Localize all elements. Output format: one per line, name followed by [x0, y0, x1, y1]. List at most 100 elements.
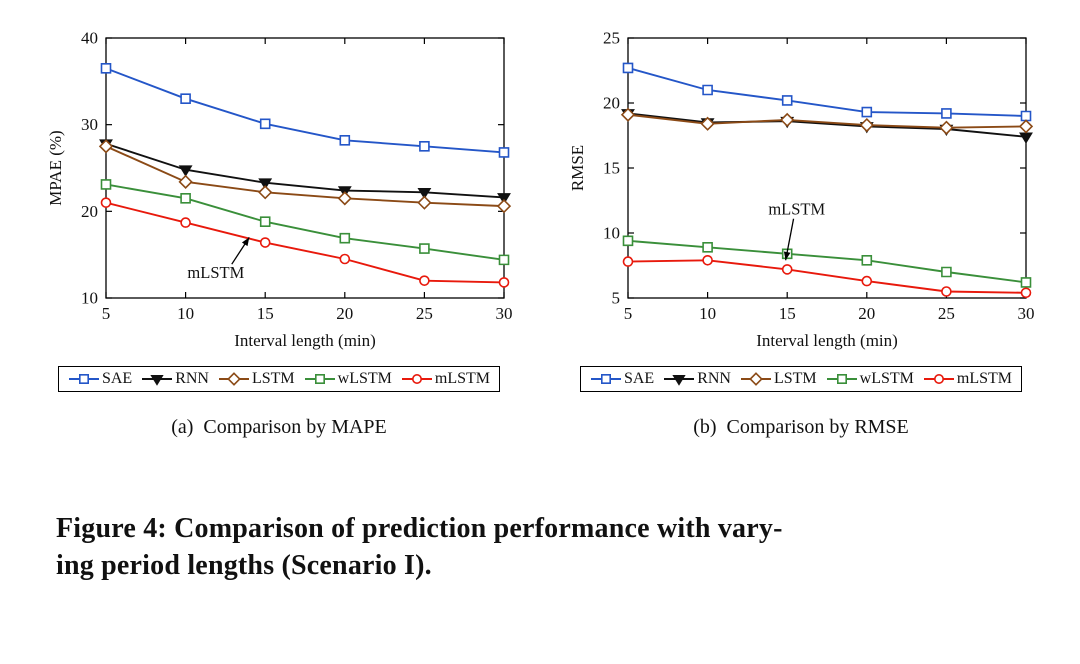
circle-marker: [1020, 287, 1032, 299]
square-marker: [1020, 277, 1032, 288]
x-tick-label: 15: [779, 304, 796, 323]
legend-label-mlstm: mLSTM: [434, 370, 491, 387]
legend-swatch-lstm: [218, 372, 249, 386]
circle-marker: [180, 217, 191, 228]
diamond-marker: [258, 185, 273, 200]
chart-svg: 5 10 15 20 25 30 5 10 15 20 25 Interval length (min…: [568, 29, 1035, 351]
y-tick-label: 20: [81, 202, 98, 221]
y-tick-label: 15: [603, 159, 620, 178]
y-tick-label: 5: [612, 289, 621, 308]
legend-swatch-rnn: [664, 375, 695, 386]
triangle-down-marker: [150, 375, 164, 386]
square-marker: [78, 373, 89, 384]
diamond-marker: [700, 116, 715, 131]
legend-entry-rnn: RNN: [663, 370, 731, 388]
legend-entry-sae: SAE: [68, 370, 132, 388]
x-tick-label: 5: [624, 304, 633, 323]
circle-marker: [702, 255, 713, 266]
square-marker: [600, 373, 611, 384]
x-tick-label: 5: [102, 304, 111, 323]
square-marker: [941, 266, 952, 278]
chart-rmse-legend: SAE RNN LSTM wLSTM mLSTM: [579, 366, 1023, 392]
triangle-down-marker: [417, 187, 432, 200]
diamond-marker: [1018, 119, 1034, 134]
figure-4: 5 10 15 20 25 30 10 20 30 40 Interval length (min)…: [0, 26, 1080, 581]
annotation-text: mLSTM: [187, 263, 244, 282]
legend-entry-wlstm: wLSTM: [304, 370, 392, 388]
circle-marker: [339, 253, 351, 265]
chart-rmse-plot: 5 10 15 20 25 30 5 10 15 20 25 Interval length (min…: [566, 26, 1036, 356]
square-marker: [941, 108, 952, 119]
circle-marker: [411, 374, 422, 384]
circle-marker: [419, 275, 430, 286]
diamond-marker: [749, 372, 763, 386]
diamond-marker: [620, 107, 636, 122]
x-tick-label: 10: [177, 304, 194, 323]
square-marker: [314, 373, 325, 384]
circle-marker: [781, 264, 793, 275]
y-tick-label: 10: [603, 224, 620, 243]
legend-label-sae: SAE: [623, 370, 655, 387]
square-marker: [702, 242, 713, 253]
chart-rmse-caption: (b) Comparison by RMSE: [693, 416, 909, 438]
square-marker: [259, 118, 271, 130]
diamond-marker: [98, 139, 114, 154]
square-marker: [498, 147, 510, 158]
series-line-wlstm: [105, 183, 505, 261]
y-tick-label: 10: [81, 289, 98, 308]
legend-swatch-mlstm: [923, 374, 954, 384]
x-tick-label: 30: [1018, 304, 1035, 323]
diamond-marker: [337, 191, 352, 206]
square-marker: [622, 235, 634, 247]
y-axis-label: MPAE (%): [46, 130, 65, 205]
legend-label-wlstm: wLSTM: [859, 370, 914, 387]
plot-border: [627, 37, 1027, 299]
square-marker: [180, 193, 191, 204]
circle-marker: [100, 197, 112, 208]
legend-swatch-mlstm: [401, 374, 432, 384]
legend-entry-rnn: RNN: [141, 370, 209, 388]
y-tick-label: 20: [603, 94, 620, 113]
series-line-mlstm: [105, 201, 505, 284]
circle-marker: [259, 237, 271, 248]
annotation-text: mLSTM: [768, 199, 825, 218]
square-marker: [180, 93, 191, 104]
triangle-down-marker: [497, 193, 511, 205]
y-tick-label: 25: [603, 29, 620, 48]
diamond-marker: [496, 199, 512, 214]
square-marker: [836, 373, 847, 384]
x-tick-label: 30: [496, 304, 513, 323]
series-line-wlstm: [627, 239, 1027, 284]
legend-label-mlstm: mLSTM: [956, 370, 1013, 387]
x-tick-label: 25: [416, 304, 433, 323]
chart-mape-plot: 5 10 15 20 25 30 10 20 30 40 Interval length (min)…: [44, 26, 514, 356]
figure-caption-line2: ing period lengths (Scenario I).: [56, 549, 432, 581]
chart-rmse-block: 5 10 15 20 25 30 5 10 15 20 25 Interval length (min…: [553, 26, 1049, 439]
legend-entry-lstm: LSTM: [740, 370, 817, 388]
circle-marker: [622, 256, 634, 267]
chart-mape-block: 5 10 15 20 25 30 10 20 30 40 Interval length (min)…: [31, 26, 527, 439]
x-tick-label: 25: [938, 304, 955, 323]
charts-row: 5 10 15 20 25 30 10 20 30 40 Interval length (min)…: [0, 26, 1080, 439]
triangle-down-marker: [178, 165, 193, 177]
diamond-marker: [227, 372, 241, 386]
square-marker: [259, 216, 271, 228]
circle-marker: [941, 286, 952, 297]
square-marker: [339, 232, 351, 244]
diamond-marker: [939, 120, 954, 135]
square-marker: [622, 62, 634, 74]
legend-label-lstm: LSTM: [251, 370, 295, 387]
square-marker: [100, 179, 112, 190]
square-marker: [419, 141, 430, 152]
legend-swatch-rnn: [142, 375, 173, 386]
diamond-marker: [417, 195, 432, 210]
y-tick-label: 30: [81, 115, 98, 134]
circle-marker: [861, 275, 873, 287]
series-line-sae: [105, 67, 505, 154]
square-marker: [419, 243, 430, 254]
legend-label-sae: SAE: [101, 370, 133, 387]
legend-label-wlstm: wLSTM: [337, 370, 392, 387]
series-line-mlstm: [627, 259, 1027, 294]
y-axis-label: RMSE: [568, 145, 587, 191]
